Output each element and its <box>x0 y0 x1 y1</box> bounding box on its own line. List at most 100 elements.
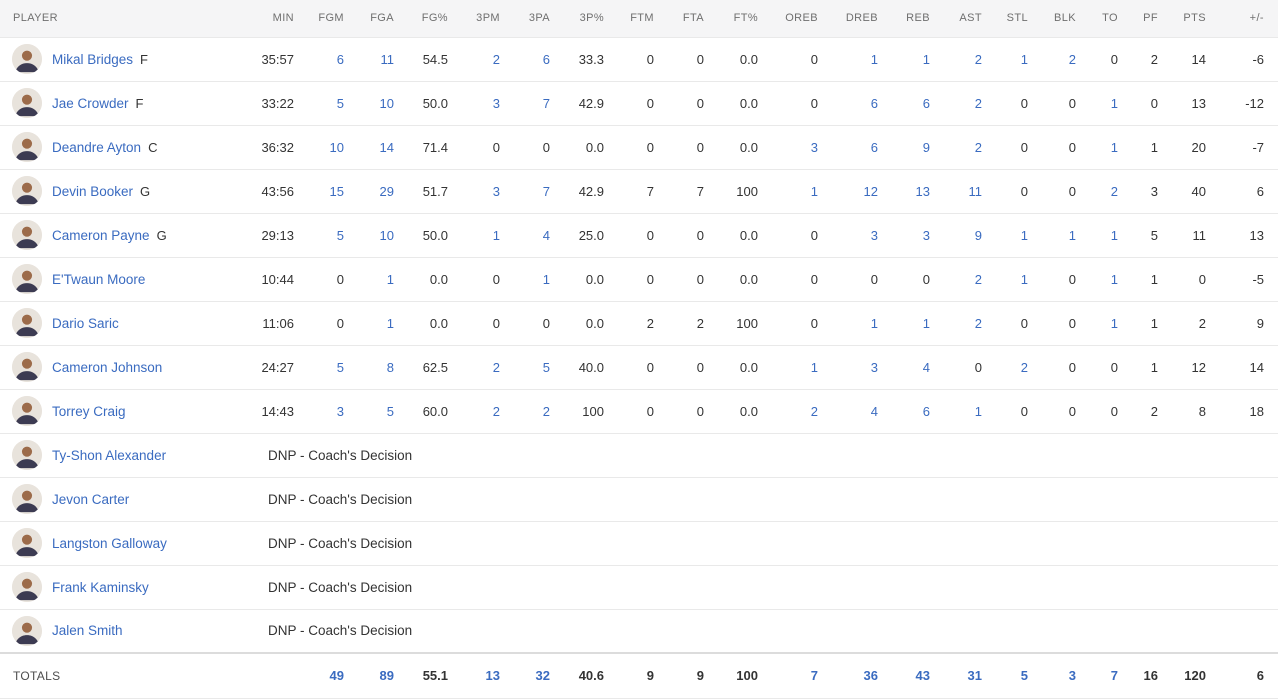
stat-link[interactable]: 1 <box>996 213 1042 258</box>
player-avatar[interactable] <box>12 528 42 558</box>
player-avatar[interactable] <box>12 176 42 206</box>
totals-stat-link[interactable]: 32 <box>514 652 564 699</box>
stat-link[interactable]: 2 <box>462 389 514 434</box>
stat-link[interactable]: 3 <box>892 213 944 258</box>
stat-link[interactable]: 1 <box>1090 301 1132 346</box>
stat-link[interactable]: 3 <box>772 125 832 170</box>
player-avatar[interactable] <box>12 88 42 118</box>
player-name-link[interactable]: Mikal Bridges <box>52 51 134 67</box>
totals-stat-link[interactable]: 7 <box>772 652 832 699</box>
stat-link[interactable]: 1 <box>832 301 892 346</box>
totals-stat-link[interactable]: 36 <box>832 652 892 699</box>
stat-link[interactable]: 1 <box>1042 213 1090 258</box>
player-name-link[interactable]: Deandre Ayton <box>52 139 142 155</box>
stat-link[interactable]: 2 <box>772 389 832 434</box>
stat-link[interactable]: 2 <box>1042 37 1090 82</box>
stat-link[interactable]: 11 <box>358 37 408 82</box>
totals-stat-link[interactable]: 89 <box>358 652 408 699</box>
stat-link[interactable]: 1 <box>996 257 1042 302</box>
stat-link[interactable]: 5 <box>308 81 358 126</box>
stat-link[interactable]: 6 <box>514 37 564 82</box>
stat-link[interactable]: 8 <box>358 345 408 390</box>
stat-link[interactable]: 1 <box>1090 213 1132 258</box>
stat-link[interactable]: 4 <box>892 345 944 390</box>
totals-stat-link[interactable]: 3 <box>1042 652 1090 699</box>
player-avatar[interactable] <box>12 484 42 514</box>
player-avatar[interactable] <box>12 132 42 162</box>
player-avatar[interactable] <box>12 220 42 250</box>
stat-link[interactable]: 4 <box>514 213 564 258</box>
stat-link[interactable]: 1 <box>514 257 564 302</box>
stat-link[interactable]: 3 <box>462 169 514 214</box>
stat-link[interactable]: 2 <box>944 301 996 346</box>
player-name-link[interactable]: Jae Crowder <box>52 95 129 111</box>
stat-link[interactable]: 1 <box>944 389 996 434</box>
stat-link[interactable]: 1 <box>892 37 944 82</box>
stat-link[interactable]: 1 <box>358 301 408 346</box>
stat-link[interactable]: 6 <box>832 125 892 170</box>
stat-link[interactable]: 7 <box>514 81 564 126</box>
stat-link[interactable]: 1 <box>772 169 832 214</box>
stat-link[interactable]: 13 <box>892 169 944 214</box>
stat-link[interactable]: 10 <box>358 213 408 258</box>
stat-link[interactable]: 6 <box>832 81 892 126</box>
player-name-link[interactable]: Cameron Payne <box>52 227 150 243</box>
player-name-link[interactable]: Dario Saric <box>52 315 119 331</box>
stat-link[interactable]: 5 <box>308 213 358 258</box>
stat-link[interactable]: 1 <box>358 257 408 302</box>
player-name-link[interactable]: E'Twaun Moore <box>52 271 146 287</box>
stat-link[interactable]: 10 <box>358 81 408 126</box>
player-name-link[interactable]: Cameron Johnson <box>52 359 163 375</box>
stat-link[interactable]: 1 <box>1090 257 1132 302</box>
stat-link[interactable]: 1 <box>832 37 892 82</box>
totals-stat-link[interactable]: 31 <box>944 652 996 699</box>
stat-link[interactable]: 3 <box>462 81 514 126</box>
stat-link[interactable]: 9 <box>892 125 944 170</box>
player-avatar[interactable] <box>12 396 42 426</box>
player-avatar[interactable] <box>12 440 42 470</box>
stat-link[interactable]: 3 <box>832 345 892 390</box>
player-avatar[interactable] <box>12 572 42 602</box>
player-avatar[interactable] <box>12 264 42 294</box>
stat-link[interactable]: 2 <box>1090 169 1132 214</box>
totals-stat-link[interactable]: 7 <box>1090 652 1132 699</box>
stat-link[interactable]: 10 <box>308 125 358 170</box>
player-name-link[interactable]: Frank Kaminsky <box>52 579 149 595</box>
stat-link[interactable]: 2 <box>944 81 996 126</box>
stat-link[interactable]: 3 <box>832 213 892 258</box>
stat-link[interactable]: 15 <box>308 169 358 214</box>
stat-link[interactable]: 1 <box>772 345 832 390</box>
stat-link[interactable]: 2 <box>944 257 996 302</box>
stat-link[interactable]: 2 <box>996 345 1042 390</box>
player-name-link[interactable]: Langston Galloway <box>52 535 167 551</box>
player-name-link[interactable]: Jevon Carter <box>52 491 130 507</box>
stat-link[interactable]: 2 <box>944 37 996 82</box>
stat-link[interactable]: 6 <box>892 389 944 434</box>
totals-stat-link[interactable]: 13 <box>462 652 514 699</box>
totals-stat-link[interactable]: 43 <box>892 652 944 699</box>
stat-link[interactable]: 5 <box>514 345 564 390</box>
stat-link[interactable]: 1 <box>996 37 1042 82</box>
stat-link[interactable]: 11 <box>944 169 996 214</box>
player-avatar[interactable] <box>12 615 42 646</box>
stat-link[interactable]: 1 <box>1090 81 1132 126</box>
totals-stat-link[interactable]: 49 <box>308 652 358 699</box>
player-avatar[interactable] <box>12 308 42 338</box>
player-name-link[interactable]: Torrey Craig <box>52 403 126 419</box>
stat-link[interactable]: 4 <box>832 389 892 434</box>
stat-link[interactable]: 5 <box>358 389 408 434</box>
player-name-link[interactable]: Ty-Shon Alexander <box>52 447 167 463</box>
stat-link[interactable]: 2 <box>462 37 514 82</box>
player-avatar[interactable] <box>12 44 42 74</box>
stat-link[interactable]: 1 <box>1090 125 1132 170</box>
stat-link[interactable]: 12 <box>832 169 892 214</box>
stat-link[interactable]: 9 <box>944 213 996 258</box>
stat-link[interactable]: 6 <box>308 37 358 82</box>
stat-link[interactable]: 1 <box>892 301 944 346</box>
stat-link[interactable]: 2 <box>944 125 996 170</box>
stat-link[interactable]: 14 <box>358 125 408 170</box>
stat-link[interactable]: 6 <box>892 81 944 126</box>
player-name-link[interactable]: Devin Booker <box>52 183 134 199</box>
stat-link[interactable]: 5 <box>308 345 358 390</box>
stat-link[interactable]: 7 <box>514 169 564 214</box>
